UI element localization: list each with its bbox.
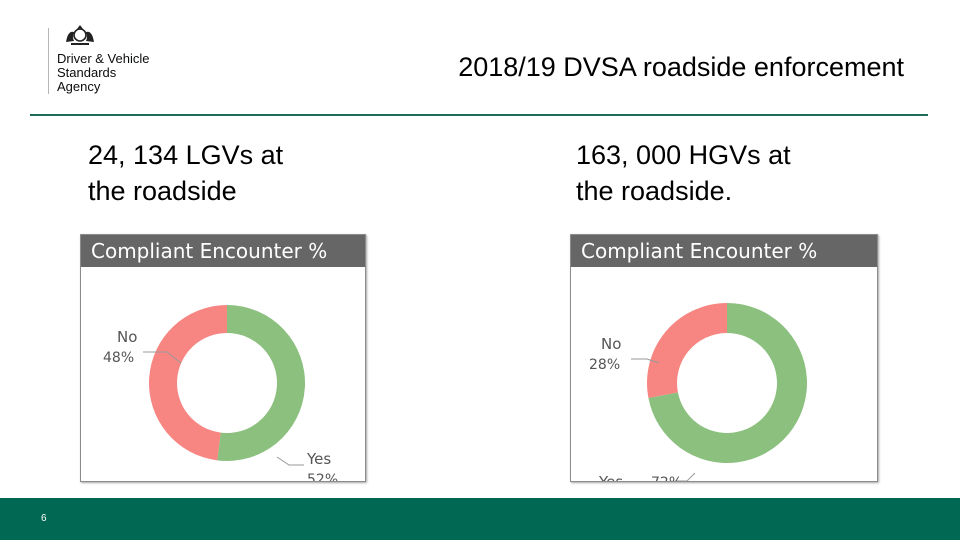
lgv-donut-chart: Yes 52% No 48% <box>81 267 365 481</box>
slice-label-yes: Yes <box>598 473 623 481</box>
royal-crest-icon <box>66 25 94 45</box>
hgv-donut-svg: Yes 72% No 28% <box>589 303 807 481</box>
lgv-chart-title: Compliant Encounter % <box>81 235 365 267</box>
lgv-chart-panel: Compliant Encounter % Yes 52% No 48% <box>80 234 366 482</box>
footer-bar <box>0 498 960 540</box>
lgv-caption: 24, 134 LGVs at the roadside <box>88 137 283 209</box>
lgv-caption-line1: 24, 134 LGVs at <box>88 140 284 170</box>
slide-title: 2018/19 DVSA roadside enforcement <box>458 52 904 82</box>
hgv-caption: 163, 000 HGVs at the roadside. <box>576 137 791 209</box>
slice-label-no: No <box>117 328 137 346</box>
hgv-caption-line2: the roadside. <box>576 176 733 206</box>
slice-value-yes: 72% <box>651 475 682 481</box>
slice-label-no: No <box>601 335 621 353</box>
logo-divider <box>48 28 49 94</box>
hgv-chart-title: Compliant Encounter % <box>571 235 877 267</box>
hgv-caption-line1: 163, 000 HGVs at <box>576 140 791 170</box>
page-number: 6 <box>41 513 47 524</box>
slice-value-no: 28% <box>589 357 620 373</box>
slice-yes <box>217 305 305 461</box>
label-leader-no <box>143 351 182 364</box>
dvsa-logo: Driver & Vehicle Standards Agency <box>48 24 150 94</box>
logo-text-line3: Agency <box>57 79 101 94</box>
logo-text-line2: Standards <box>57 65 117 80</box>
slice-yes <box>648 303 807 463</box>
slice-value-yes: 52% <box>307 472 338 481</box>
lgv-caption-line2: the roadside <box>88 176 237 206</box>
slice-no <box>647 303 727 398</box>
lgv-donut-svg: Yes 52% No 48% <box>103 305 338 481</box>
label-leader-yes <box>675 472 696 481</box>
slice-label-yes: Yes <box>306 450 331 468</box>
label-leader-no <box>631 358 660 364</box>
slice-value-no: 48% <box>103 350 134 366</box>
label-leader-yes <box>276 456 304 466</box>
slice-no <box>148 305 227 461</box>
title-divider <box>30 114 928 116</box>
logo-text-line1: Driver & Vehicle <box>57 51 150 66</box>
hgv-chart-panel: Compliant Encounter % Yes 72% No 28% <box>570 234 878 482</box>
hgv-donut-chart: Yes 72% No 28% <box>571 267 877 481</box>
